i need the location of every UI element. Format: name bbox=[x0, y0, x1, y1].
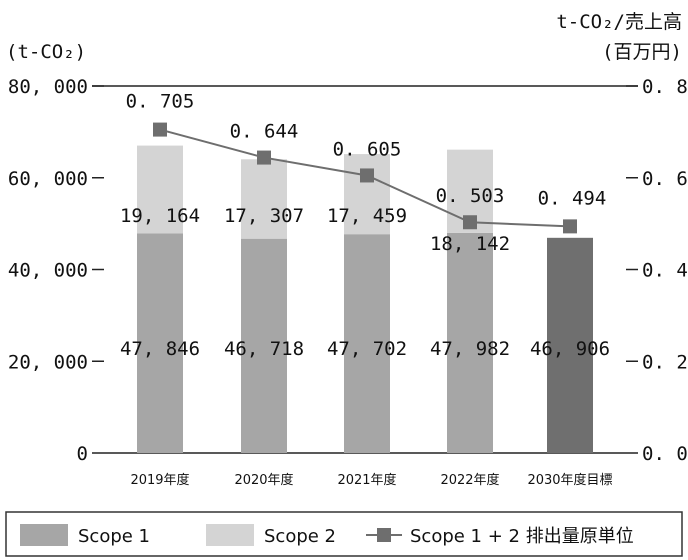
legend-swatch-marker bbox=[377, 528, 391, 542]
legend-label-scope1: Scope 1 bbox=[78, 526, 150, 547]
intensity-value-label: 0. 494 bbox=[538, 187, 607, 209]
intensity-point bbox=[463, 215, 477, 230]
intensity-point bbox=[360, 168, 374, 183]
scope1-value-label: 47, 846 bbox=[120, 338, 200, 360]
right-tick-label: 0. 8 bbox=[642, 76, 688, 98]
scope2-value-label: 18, 142 bbox=[430, 233, 510, 255]
bar-target-2030 bbox=[547, 237, 593, 453]
left-tick-label: 20, 000 bbox=[8, 351, 88, 373]
bar-scope2 bbox=[137, 145, 183, 234]
right-tick-label: 0. 4 bbox=[642, 260, 688, 282]
legend-label-intensity: Scope 1 + 2 排出量原単位 bbox=[410, 526, 634, 547]
right-tick-label: 0. 0 bbox=[642, 443, 688, 465]
bar-scope1 bbox=[137, 233, 183, 453]
intensity-point bbox=[153, 122, 167, 137]
intensity-value-label: 0. 605 bbox=[333, 138, 402, 160]
intensity-value-label: 0. 503 bbox=[436, 185, 505, 207]
category-label: 2021年度 bbox=[337, 472, 396, 488]
right-axis-unit-line2: (百万円) bbox=[602, 41, 682, 63]
scope1-value-label: 47, 702 bbox=[327, 338, 407, 360]
legend: Scope 1 Scope 2 Scope 1 + 2 排出量原単位 bbox=[5, 511, 683, 557]
intensity-line: 0. 705 0. 644 0. 605 0. 503 0. 494 bbox=[126, 91, 607, 234]
legend-swatch-scope2 bbox=[206, 524, 254, 546]
left-tick-label: 40, 000 bbox=[8, 260, 88, 282]
legend-label-scope2: Scope 2 bbox=[264, 526, 336, 547]
intensity-value-label: 0. 644 bbox=[230, 121, 299, 143]
legend-box bbox=[5, 511, 683, 557]
left-tick-label: 0 bbox=[77, 443, 88, 465]
category-label: 2030年度目標 bbox=[527, 472, 612, 488]
right-tick-label: 0. 2 bbox=[642, 351, 688, 373]
scope2-value-label: 17, 459 bbox=[327, 205, 407, 227]
intensity-point bbox=[563, 219, 577, 234]
category-label: 2022年度 bbox=[440, 472, 499, 488]
left-axis-unit: (t-CO₂) bbox=[6, 41, 86, 63]
bar-scope1 bbox=[447, 232, 493, 453]
scope2-value-label: 17, 307 bbox=[224, 205, 304, 227]
right-tick-label: 0. 6 bbox=[642, 168, 688, 190]
scope1-value-label: 46, 718 bbox=[224, 338, 304, 360]
left-tick-label: 80, 000 bbox=[8, 76, 88, 98]
right-axis-unit-line1: t-CO₂/売上高 bbox=[556, 11, 682, 33]
bar-scope1 bbox=[344, 234, 390, 453]
scope2-value-label: 19, 164 bbox=[120, 205, 200, 227]
category-label: 2020年度 bbox=[234, 472, 293, 488]
category-label: 2019年度 bbox=[130, 472, 189, 488]
bar-scope2 bbox=[241, 159, 287, 239]
scope1-value-label: 47, 982 bbox=[430, 338, 510, 360]
target-value-label: 46, 906 bbox=[530, 338, 610, 360]
bar-scope1 bbox=[241, 238, 287, 453]
legend-swatch-scope1 bbox=[20, 524, 68, 546]
intensity-value-label: 0. 705 bbox=[126, 91, 195, 113]
intensity-point bbox=[257, 150, 271, 165]
left-tick-label: 60, 000 bbox=[8, 168, 88, 190]
bars bbox=[137, 145, 593, 453]
bar-scope2 bbox=[344, 154, 390, 235]
value-labels: 47, 846 46, 718 47, 702 47, 982 46, 906 19, 1… bbox=[120, 205, 610, 360]
